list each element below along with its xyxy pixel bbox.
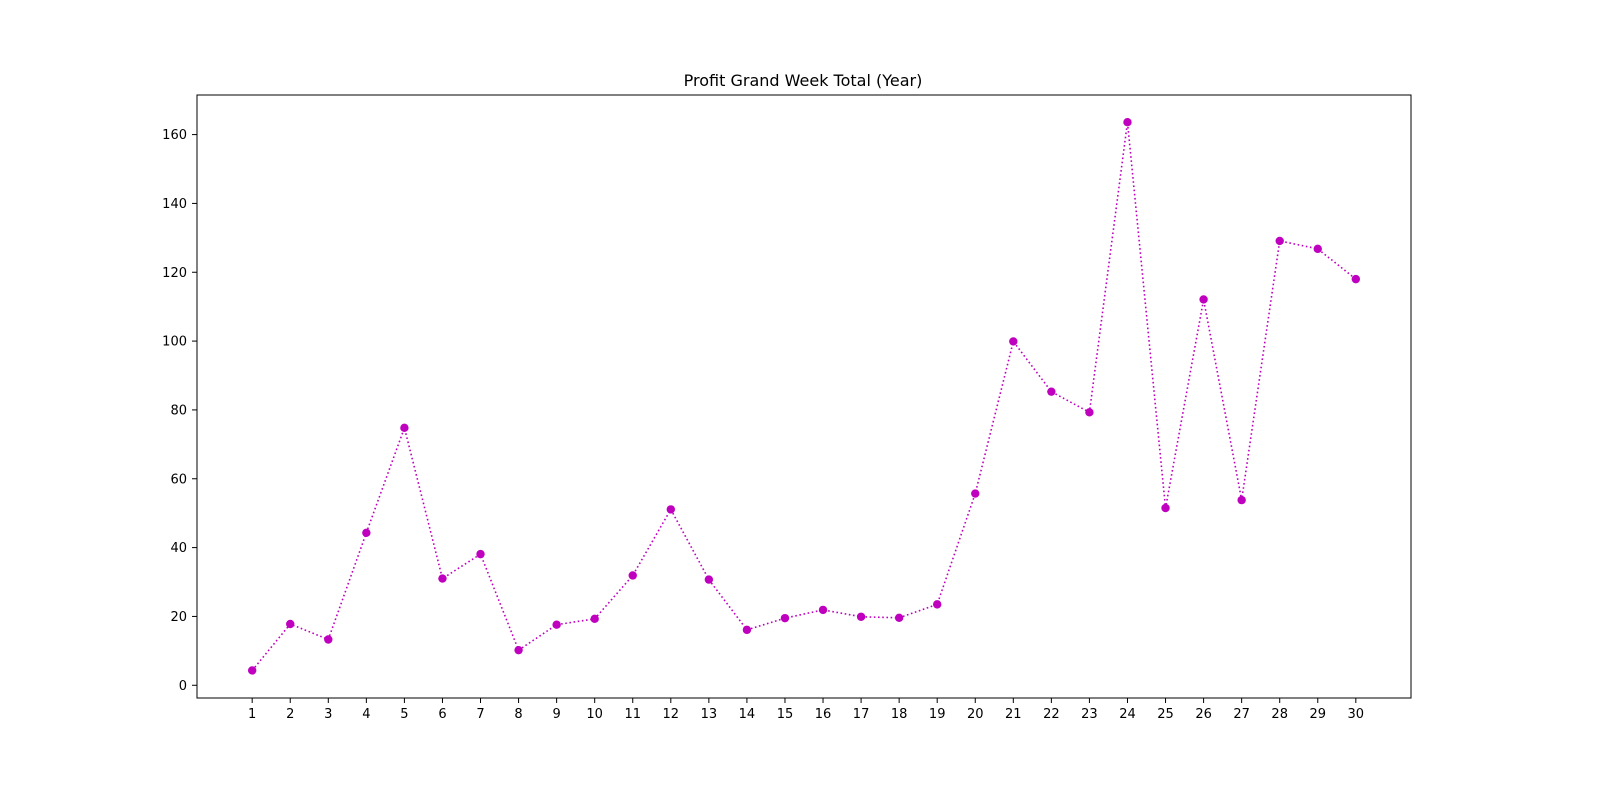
data-point [247,666,257,675]
data-point [856,612,866,621]
y-tick-label: 40 [170,541,187,556]
x-tick-label: 15 [777,707,794,722]
x-tick-label: 30 [1348,707,1365,722]
x-tick-label: 2 [286,707,294,722]
data-point [362,528,371,537]
axes-frame [196,94,1412,699]
x-tick-label: 13 [701,707,718,722]
y-tick-label: 80 [170,403,187,418]
y-tick-label: 0 [179,679,187,694]
data-point [971,489,980,498]
data-point [1085,408,1094,417]
x-tick-label: 28 [1271,707,1288,722]
data-point [438,574,447,583]
y-tick-label: 120 [162,266,187,281]
data-point [590,614,599,624]
x-tick-label: 22 [1043,707,1060,722]
data-point [324,635,333,644]
x-tick-label: 20 [967,707,984,722]
data-point [514,645,523,655]
y-tick-label: 60 [170,472,187,487]
x-tick-label: 3 [324,707,332,722]
data-point [666,505,676,514]
x-tick-label: 12 [663,707,680,722]
x-tick-label: 11 [624,707,641,722]
data-point [818,605,828,615]
data-point [552,620,561,629]
data-point [628,571,637,580]
data-point [704,575,714,584]
x-tick-label: 10 [586,707,603,722]
y-tick-label: 160 [162,128,187,143]
data-point [1313,244,1322,254]
x-tick-label: 26 [1195,707,1212,722]
data-point [1123,117,1132,127]
x-tick-label: 27 [1233,707,1250,722]
data-point [932,600,942,609]
data-point [1161,503,1170,513]
x-tick-label: 23 [1081,707,1098,722]
data-point [780,613,790,623]
data-point [400,423,409,433]
data-point [742,625,752,635]
x-tick-label: 7 [476,707,484,722]
x-tick-label: 25 [1157,707,1174,722]
x-tick-label: 1 [248,707,256,722]
x-tick-label: 18 [891,707,908,722]
x-tick-label: 5 [400,707,408,722]
data-point [1275,236,1284,246]
x-tick-label: 8 [514,707,522,722]
series-line [251,122,1357,671]
y-tick-label: 140 [162,197,187,212]
data-point [1237,495,1246,505]
data-point [476,549,485,559]
data-point [1351,274,1361,284]
x-tick-label: 17 [853,707,870,722]
x-tick-label: 6 [438,707,446,722]
x-tick-label: 14 [739,707,756,722]
x-tick-label: 24 [1119,707,1136,722]
x-tick-label: 4 [362,707,370,722]
data-point [894,613,904,623]
x-tick-label: 16 [815,707,832,722]
x-axis: 1 2 3 4 5 6 7 8 9 10 11 12 13 14 15 16 17 18 19 20 21 22 23 24 2… [248,698,1364,722]
data-point [1009,337,1018,346]
x-tick-label: 29 [1309,707,1326,722]
y-tick-label: 100 [162,335,187,350]
x-tick-label: 21 [1005,707,1022,722]
chart-title: Profit Grand Week Total (Year) [684,71,923,90]
data-point [286,619,295,629]
y-tick-label: 20 [170,610,187,625]
x-tick-label: 9 [552,707,560,722]
data-point [1047,387,1056,396]
x-tick-label: 19 [929,707,946,722]
y-axis: 0 20 40 60 80 100 120 140 160 [162,128,197,694]
data-point [1199,295,1208,304]
plot-area [247,117,1361,675]
